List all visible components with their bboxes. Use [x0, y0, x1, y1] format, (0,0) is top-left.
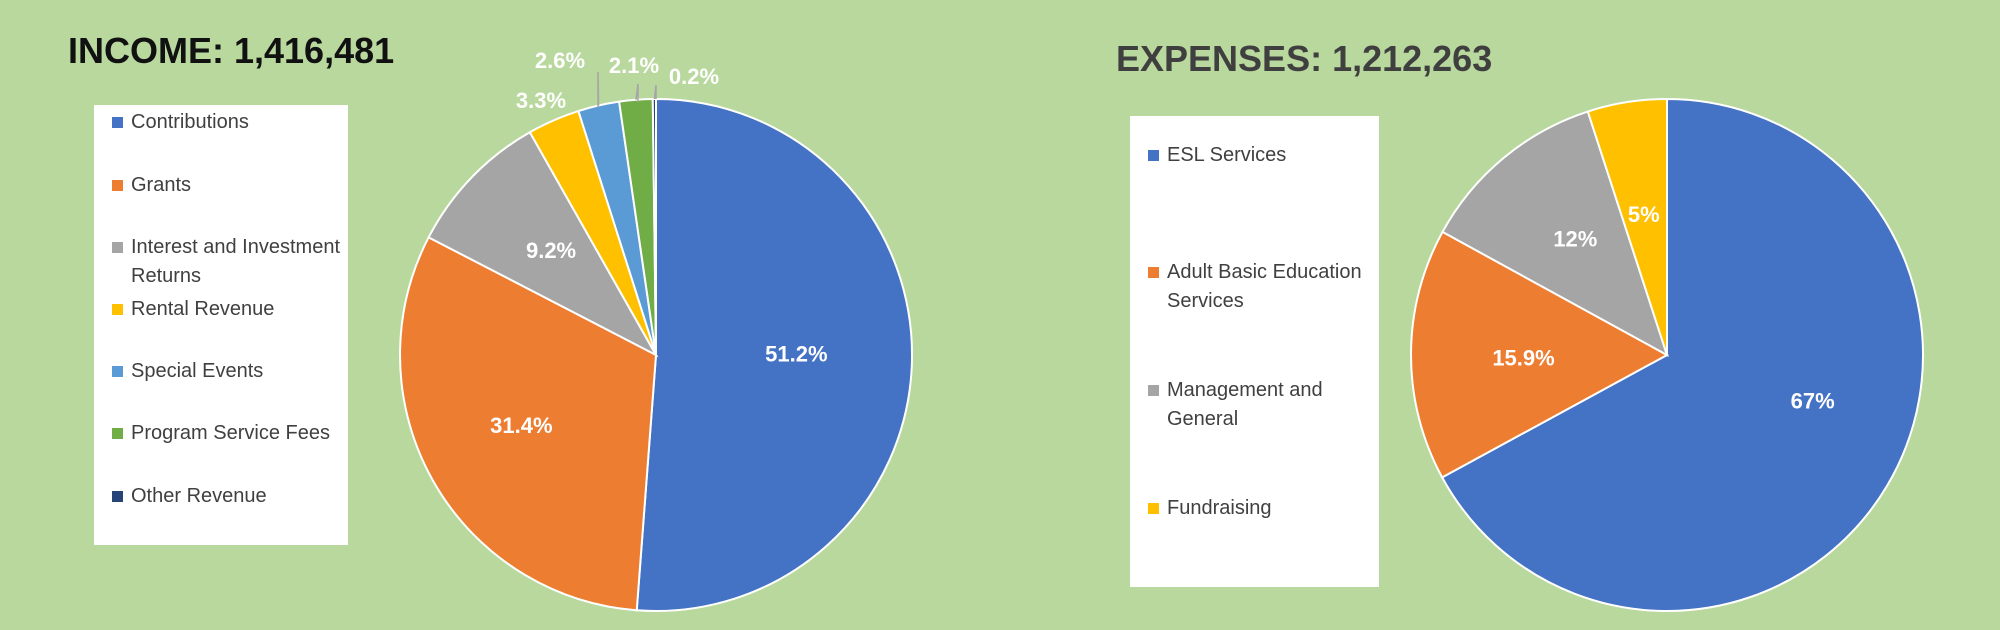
- income-legend-item-rental-revenue: Rental Revenue: [112, 295, 340, 324]
- expenses-data-label-esl-services: 67%: [1791, 389, 1835, 414]
- income-title: INCOME: 1,416,481: [68, 30, 395, 71]
- expenses-legend-label-management-and-general: Management and General: [1167, 379, 1323, 430]
- income-legend-label-program-service-fees: Program Service Fees: [131, 422, 330, 444]
- expenses-legend: ESL Services Adult Basic Education Servic…: [1130, 116, 1379, 587]
- income-legend-label-interest-and-investment-returns: Interest and Investment Returns: [131, 236, 341, 287]
- income-legend-item-special-events: Special Events: [112, 357, 340, 386]
- expenses-legend-swatch-fundraising: [1148, 503, 1159, 514]
- income-legend-item-contributions: Contributions: [112, 108, 340, 137]
- income-slice-contributions: [635, 97, 914, 612]
- income-slice-interest-and-investment-returns: [427, 130, 659, 358]
- income-legend-swatch-other-revenue: [112, 491, 123, 502]
- income-leader-line-special-events: [597, 71, 600, 107]
- expenses-legend-item-adult-basic-education-services: Adult Basic Education Services: [1148, 258, 1371, 316]
- income-legend-item-interest-and-investment-returns: Interest and Investment Returns: [112, 233, 340, 291]
- income-pie: 51.2% 31.4% 9.2% 3.3% 2.6% 2.1% 0.2%: [399, 48, 914, 612]
- income-legend-item-other-revenue: Other Revenue: [112, 482, 340, 511]
- income-data-label-grants: 31.4%: [490, 413, 552, 438]
- expenses-slice-management-and-general: [1441, 110, 1669, 358]
- income-legend: Contributions Grants Interest and Investme…: [94, 105, 348, 545]
- expenses-slice-adult-basic-education-services: [1410, 230, 1670, 479]
- income-legend-swatch-interest-and-investment-returns: [112, 242, 123, 253]
- expenses-legend-label-esl-services: ESL Services: [1167, 144, 1287, 166]
- income-legend-label-rental-revenue: Rental Revenue: [131, 298, 275, 320]
- income-slice-grants: [399, 236, 658, 612]
- income-legend-label-special-events: Special Events: [131, 360, 264, 382]
- income-data-label-other-revenue: 0.2%: [669, 64, 719, 89]
- expenses-slice-esl-services: [1440, 97, 1924, 612]
- income-legend-swatch-contributions: [112, 117, 123, 128]
- income-leader-line-program-service-fees: [635, 83, 639, 102]
- expenses-data-label-adult-basic-education-services: 15.9%: [1492, 346, 1554, 371]
- income-data-label-rental-revenue: 3.3%: [516, 88, 566, 113]
- expenses-pie: 67% 15.9% 12% 5%: [1410, 97, 1924, 612]
- income-legend-swatch-program-service-fees: [112, 428, 123, 439]
- income-legend-swatch-rental-revenue: [112, 304, 123, 315]
- income-legend-label-contributions: Contributions: [131, 111, 249, 133]
- income-data-label-program-service-fees: 2.1%: [609, 53, 659, 78]
- expenses-legend-item-fundraising: Fundraising: [1148, 494, 1371, 523]
- income-data-label-contributions: 51.2%: [765, 341, 827, 366]
- expenses-legend-swatch-esl-services: [1148, 150, 1159, 161]
- income-legend-swatch-grants: [112, 180, 123, 191]
- expenses-slice-fundraising: [1586, 97, 1668, 356]
- expenses-legend-label-fundraising: Fundraising: [1167, 497, 1272, 519]
- expenses-legend-item-management-and-general: Management and General: [1148, 376, 1371, 434]
- expenses-data-label-fundraising: 5%: [1628, 202, 1660, 227]
- income-legend-label-other-revenue: Other Revenue: [131, 485, 267, 507]
- expenses-title: EXPENSES: 1,212,263: [1116, 38, 1493, 79]
- income-legend-label-grants: Grants: [131, 174, 192, 196]
- expenses-legend-swatch-management-and-general: [1148, 385, 1159, 396]
- expenses-legend-swatch-adult-basic-education-services: [1148, 267, 1159, 278]
- income-legend-item-program-service-fees: Program Service Fees: [112, 419, 340, 448]
- expenses-legend-label-adult-basic-education-services: Adult Basic Education Services: [1167, 261, 1362, 312]
- income-data-label-special-events: 2.6%: [535, 48, 585, 73]
- income-legend-swatch-special-events: [112, 366, 123, 377]
- expenses-data-label-management-and-general: 12%: [1553, 226, 1597, 251]
- income-legend-item-grants: Grants: [112, 171, 340, 200]
- income-data-label-interest-and-investment-returns: 9.2%: [526, 238, 576, 263]
- income-leader-line-other-revenue: [653, 84, 657, 100]
- expenses-legend-item-esl-services: ESL Services: [1148, 141, 1371, 170]
